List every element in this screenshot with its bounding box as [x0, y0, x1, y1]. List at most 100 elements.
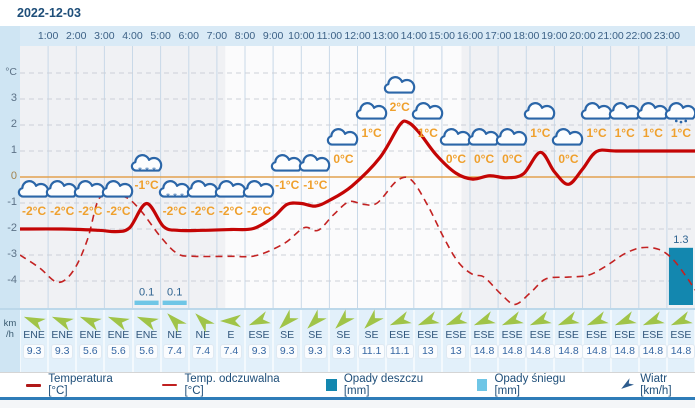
- legend-item: Temperatura [°C]: [26, 373, 126, 397]
- cloud-icon: [186, 180, 219, 198]
- temp-label: 0°C: [333, 152, 354, 166]
- wind-legend-arrow-icon: [621, 378, 634, 389]
- weather-cloud: 0°C: [319, 125, 367, 166]
- temp-label: 1°C: [642, 126, 663, 140]
- cloud-icon: [495, 128, 528, 146]
- weather-cloud: 0°C: [488, 125, 536, 166]
- time-tick: 3:00: [94, 30, 115, 42]
- wind-direction-arrow-icon: [136, 316, 159, 331]
- time-tick: 16:00: [456, 30, 484, 42]
- temp-label: -2°C: [162, 204, 187, 218]
- wind-direction-label: ENE: [135, 329, 158, 341]
- legend-item: Opady deszczu [mm]: [326, 373, 441, 397]
- time-tick: 9:00: [262, 30, 284, 42]
- time-tick: 5:00: [150, 30, 171, 42]
- wind-direction-label: ESE: [445, 329, 467, 341]
- wind-cell: SE 9.3: [330, 309, 357, 372]
- temp-label: -2°C: [50, 204, 75, 218]
- wind-speed-badge: 9.3: [332, 344, 355, 359]
- wind-speed-badge: 7.4: [219, 344, 243, 359]
- wind-direction-label: ESE: [557, 329, 579, 341]
- wind-direction-arrow-icon: [108, 316, 131, 331]
- weather-cloud-snow: * * * -1°C: [123, 151, 171, 192]
- wind-direction-label: ENE: [107, 329, 130, 341]
- weather-cloud: -2°C: [94, 177, 142, 218]
- cloud-icon: [270, 154, 303, 172]
- weather-cloud: -2°C: [179, 177, 227, 218]
- wind-direction-arrow-icon: [23, 316, 46, 331]
- wind-direction-arrow-icon: [363, 309, 384, 329]
- cloud-icon: [383, 76, 415, 94]
- wind-cell: ESE 14.8: [497, 310, 527, 372]
- temp-label: -2°C: [246, 204, 272, 218]
- wind-cell: NE 7.4: [161, 310, 188, 372]
- weather-cloud: 0°C: [544, 125, 592, 166]
- weather-cloud: 2°C: [376, 73, 424, 114]
- time-tick: 11:00: [316, 30, 343, 42]
- wind-axis-label: km/h: [0, 318, 20, 340]
- wind-direction-label: ESE: [473, 329, 495, 341]
- legend-label: Opady śniegu [mm]: [494, 373, 566, 397]
- weather-cloud-snow: * * * -2°C: [151, 177, 199, 218]
- weather-cloud: 1°C: [348, 99, 396, 140]
- wind-band: [20, 310, 695, 372]
- legend-item: Wiatr [km/h]: [620, 373, 695, 397]
- wind-cell: ESE 13: [414, 310, 441, 372]
- wind-direction-label: ESE: [417, 329, 439, 341]
- page-title: 2022-12-03: [17, 6, 81, 20]
- y-axis-tick: 3: [10, 92, 17, 104]
- temp-label: 1°C: [361, 126, 382, 140]
- wind-speed-badge: 14.8: [554, 344, 583, 359]
- wind-speed-badge: 9.3: [275, 344, 299, 359]
- svg-text:1.3: 1.3: [673, 234, 688, 246]
- wind-cell: ESE 14.8: [554, 310, 583, 372]
- svg-text:0.1: 0.1: [139, 287, 154, 299]
- temp-label: 1°C: [614, 126, 635, 140]
- temp-label: 0°C: [558, 152, 579, 166]
- wind-axis-label-line: /h: [6, 329, 14, 340]
- weather-cloud-rain: 1°C: [657, 99, 695, 140]
- weather-cloud: 0°C: [432, 125, 480, 166]
- y-axis-tick: 2: [10, 118, 17, 130]
- temp-label: -2°C: [218, 204, 243, 218]
- wind-cell: ESE 14.8: [638, 310, 668, 372]
- wind-cell: ENE 9.3: [49, 310, 76, 372]
- time-tick: 15:00: [428, 30, 456, 42]
- weather-cloud: 0°C: [460, 125, 508, 166]
- wind-direction-label: ESE: [670, 329, 692, 341]
- wind-speed-badge: 14.8: [497, 344, 527, 359]
- svg-text:0.1: 0.1: [167, 287, 182, 299]
- wind-cell: ESE 11.1: [385, 310, 414, 372]
- weather-cloud: -1°C: [291, 151, 339, 192]
- wind-direction-arrow-icon: [445, 311, 468, 326]
- temp-label: 0°C: [445, 152, 466, 166]
- wind-direction-label: ESE: [389, 329, 411, 341]
- wind-speed-badge: 14.8: [582, 344, 611, 359]
- wind-direction-arrow-icon: [219, 314, 242, 328]
- wind-cell: NE 7.4: [189, 310, 216, 372]
- wind-direction-arrow-icon: [642, 311, 665, 326]
- temp-label: -2°C: [78, 204, 103, 218]
- wind-speed-badge: 9.3: [247, 344, 271, 359]
- wind-direction-arrow-icon: [335, 309, 356, 329]
- wind-axis-label-line: km: [3, 318, 17, 329]
- temp-label: -2°C: [106, 204, 131, 218]
- cloud-rain-icon: [664, 102, 695, 124]
- wind-direction-label: SE: [336, 329, 351, 341]
- wind-direction-arrow-icon: [52, 316, 74, 331]
- wind-cell: ENE 5.6: [133, 310, 160, 372]
- y-axis-tick: -3: [7, 248, 17, 260]
- wind-speed-badge: 9.3: [22, 344, 46, 359]
- temp-label: 0°C: [473, 152, 495, 166]
- cloud-icon: [467, 128, 500, 146]
- wind-direction-arrow-icon: [307, 309, 327, 329]
- time-tick: 19:00: [541, 30, 568, 42]
- wind-direction-label: E: [227, 329, 235, 341]
- legend-label: Opady deszczu [mm]: [343, 373, 424, 397]
- wind-direction-label: ESE: [501, 329, 523, 341]
- weather-cloud: -2°C: [10, 177, 58, 218]
- time-tick: 22:00: [625, 30, 652, 42]
- legend-label: Temp. odczuwalna [°C]: [184, 373, 280, 397]
- time-tick: 1:00: [37, 30, 59, 42]
